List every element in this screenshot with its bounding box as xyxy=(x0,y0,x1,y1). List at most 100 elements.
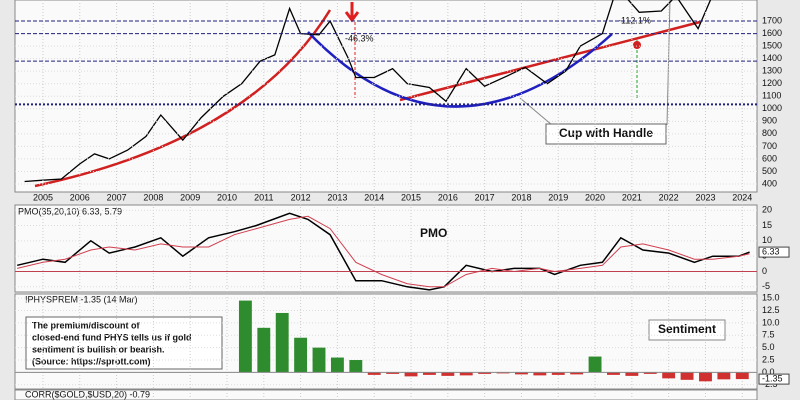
bar xyxy=(294,337,308,373)
bar xyxy=(717,372,731,380)
y-tick-label: 1300 xyxy=(762,66,782,76)
cup-curve xyxy=(307,31,613,108)
x-tick-label: 2012 xyxy=(291,192,311,202)
x-tick-label: 2013 xyxy=(327,192,347,202)
note-line: closed-end fund PHYS tells us if gold xyxy=(32,332,192,342)
y-tick-label: 12.5 xyxy=(762,305,780,315)
last-value-box xyxy=(758,246,790,258)
x-tick-label: 2023 xyxy=(695,192,715,202)
bar xyxy=(404,372,418,377)
breakout xyxy=(633,41,641,49)
x-tick-label: 2010 xyxy=(217,192,237,202)
bar xyxy=(533,372,547,376)
y-tick-label: 15.0 xyxy=(762,292,780,302)
x-tick-label: 2022 xyxy=(659,192,679,202)
x-tick-label: 2021 xyxy=(622,192,642,202)
bar xyxy=(238,300,252,373)
x-tick-label: 2007 xyxy=(107,192,127,202)
y-tick-label: 15 xyxy=(762,220,772,230)
x-tick-label: 2016 xyxy=(438,192,458,202)
bar xyxy=(367,372,381,375)
y-tick-label: 1200 xyxy=(762,78,782,88)
panel-header: PMO(35,20,10) 6.33, 5.79 xyxy=(18,206,122,216)
bar xyxy=(643,372,657,374)
bar xyxy=(588,356,602,373)
x-tick-label: 2019 xyxy=(548,192,568,202)
y-tick-label: 10.0 xyxy=(762,317,780,327)
callout-line xyxy=(519,97,553,126)
bar xyxy=(330,357,344,373)
y-tick-label: 1700 xyxy=(762,15,782,25)
x-tick-label: 2011 xyxy=(254,192,273,202)
bar xyxy=(459,372,473,376)
y-tick-label: 2.5 xyxy=(762,354,775,364)
y-tick-label: 700 xyxy=(762,141,777,151)
x-tick-label: 2015 xyxy=(401,192,421,202)
bar xyxy=(570,372,584,375)
pmo-panel xyxy=(14,204,758,293)
panel-label: PMO xyxy=(420,226,447,240)
bar xyxy=(422,372,436,375)
bar xyxy=(662,372,676,379)
x-tick-label: 2017 xyxy=(475,192,495,202)
y-tick-label: -5 xyxy=(762,281,770,291)
y-tick-label: 7.5 xyxy=(762,330,775,340)
y-tick-label: 1400 xyxy=(762,53,782,63)
x-tick-label: 2020 xyxy=(585,192,605,202)
y-tick-label: 0.0 xyxy=(762,367,775,377)
corr-panel xyxy=(14,389,758,400)
y-tick-label: 900 xyxy=(762,116,777,126)
x-tick-label: 2008 xyxy=(143,192,163,202)
bar xyxy=(441,372,455,376)
last-value-box xyxy=(758,373,790,385)
last-value-label: 6.33 xyxy=(762,246,780,256)
bar xyxy=(349,360,363,373)
y-tick-label: 400 xyxy=(762,178,777,188)
y-tick-label: 5.0 xyxy=(762,342,775,352)
y-tick-label: 0 xyxy=(762,266,767,276)
note-line: sentiment is bullish or bearish. xyxy=(32,344,165,354)
bar xyxy=(551,372,565,375)
trend-line xyxy=(34,9,332,188)
x-tick-label: 2005 xyxy=(33,192,53,202)
x-tick-label: 2018 xyxy=(511,192,531,202)
bar xyxy=(680,372,694,380)
bar xyxy=(478,372,492,374)
y-tick-label: 1100 xyxy=(762,91,781,101)
bar xyxy=(257,327,271,373)
panel-header: CORR($GOLD,$USD,20) -0.79 xyxy=(25,389,150,399)
y-tick-label: 600 xyxy=(762,153,777,163)
bar xyxy=(515,372,528,375)
y-tick-label: 20 xyxy=(762,205,772,215)
note-line: (Source: https://sprott.com) xyxy=(32,356,151,366)
bar xyxy=(275,312,289,373)
y-tick-label: 800 xyxy=(762,128,777,138)
x-tick-label: 2009 xyxy=(180,192,200,202)
annotation: -46.3% xyxy=(345,33,374,43)
y-tick-label: 1600 xyxy=(762,28,782,38)
arrow xyxy=(344,2,360,23)
bar xyxy=(386,372,400,374)
y-tick-label: 10 xyxy=(762,235,772,245)
panel-label: Sentiment xyxy=(658,322,716,336)
annotation: -112.1% xyxy=(618,15,651,25)
note-line: The premium/discount of xyxy=(32,320,141,330)
y-tick-label: 500 xyxy=(762,166,777,176)
bar xyxy=(625,372,639,376)
bar xyxy=(312,347,326,373)
data-line xyxy=(17,212,750,291)
bar xyxy=(735,372,749,380)
bar xyxy=(699,372,712,382)
annotation: Cup with Handle xyxy=(559,126,653,140)
last-value-label: -1.35 xyxy=(762,373,783,383)
data-line xyxy=(24,0,712,183)
bar xyxy=(607,372,620,375)
x-tick-label: 2006 xyxy=(70,192,90,202)
y-tick-label: 1000 xyxy=(762,103,782,113)
panel-header: !PHYSPREM -1.35 (14 Mar) xyxy=(25,294,138,304)
y-tick-label: 1500 xyxy=(762,40,782,50)
data-line xyxy=(17,215,750,288)
x-tick-label: 2024 xyxy=(732,192,752,202)
x-tick-label: 2014 xyxy=(364,192,384,202)
